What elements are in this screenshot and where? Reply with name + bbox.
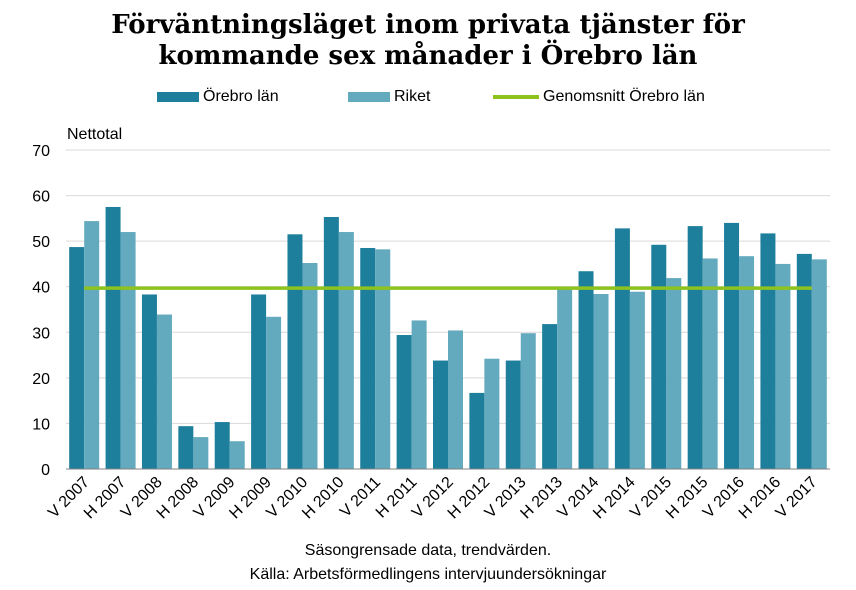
chart-source: Källa: Arbetsförmedlingens intervjuunder… [249,566,607,583]
bar-orebro-9 [396,335,412,469]
y-tick-label-60: 60 [32,189,50,206]
bar-riket-15 [629,291,645,469]
y-axis-label: Nettotal [67,126,122,143]
bar-orebro-16 [651,244,667,469]
y-tick-label-20: 20 [32,371,50,388]
bar-riket-13 [557,288,573,469]
bar-riket-1 [120,232,136,469]
bar-riket-18 [739,256,755,469]
bar-orebro-12 [505,360,521,469]
bar-orebro-7 [323,216,339,469]
bar-riket-9 [411,320,427,469]
bar-orebro-15 [614,228,630,469]
bar-riket-8 [375,249,391,469]
bar-riket-5 [266,316,282,469]
legend-label-riket: Riket [394,88,431,105]
bar-riket-19 [775,263,791,469]
bar-riket-11 [484,358,500,469]
bar-orebro-0 [69,247,85,469]
bar-riket-2 [156,314,172,469]
bar-orebro-6 [287,234,303,469]
bar-riket-17 [702,258,718,469]
bar-orebro-19 [760,233,776,469]
y-tick-label-40: 40 [32,280,50,297]
chart-title-line-1: Förväntningsläget inom privata tjänster … [111,10,745,40]
chart-note: Säsongrensade data, trendvärden. [304,542,552,559]
legend-label-orebro: Örebro län [203,88,279,105]
bar-riket-12 [520,333,536,469]
bar-riket-10 [448,330,463,469]
y-tick-label-0: 0 [41,462,50,479]
bar-orebro-14 [578,271,594,469]
legend-swatch-riket [348,92,390,102]
legend-swatch-average [493,95,539,99]
bar-riket-3 [193,437,209,469]
bar-riket-4 [229,441,245,469]
bar-orebro-13 [542,324,558,469]
legend-swatch-orebro [157,92,199,102]
bar-orebro-18 [724,222,740,469]
legend-item-orebro: Örebro län [157,88,279,106]
bar-orebro-2 [141,294,157,469]
legend-item-average: Genomsnitt Örebro län [493,88,705,106]
chart-title: Förväntningsläget inom privata tjänster … [0,10,856,72]
bar-riket-0 [84,221,100,469]
bar-riket-7 [338,232,354,469]
bar-riket-20 [811,259,827,469]
bar-orebro-20 [796,253,812,469]
bar-riket-16 [666,278,682,469]
bar-orebro-10 [433,360,448,469]
y-tick-label-50: 50 [32,234,50,251]
x-tick-label-20: V 2017 [773,474,821,522]
bar-orebro-11 [469,392,485,469]
y-tick-label-70: 70 [32,143,50,160]
legend-label-average: Genomsnitt Örebro län [543,88,705,105]
bar-orebro-1 [105,206,121,469]
bar-riket-14 [593,294,609,469]
bar-orebro-4 [214,422,230,469]
chart-title-line-2: kommande sex månader i Örebro län [158,41,698,71]
y-tick-label-10: 10 [32,416,50,433]
legend-item-riket: Riket [348,88,430,106]
y-tick-label-30: 30 [32,325,50,342]
bar-orebro-5 [251,294,267,469]
bar-orebro-3 [178,426,194,469]
bar-riket-6 [302,263,318,469]
bar-orebro-17 [687,226,703,469]
bar-orebro-8 [360,247,376,469]
